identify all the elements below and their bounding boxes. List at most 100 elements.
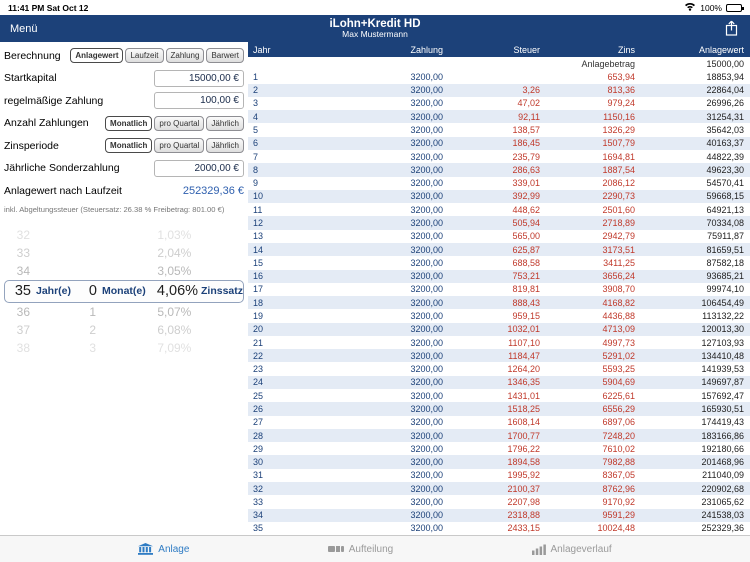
cell-steuer: 1346,35 xyxy=(507,377,540,388)
startkapital-field[interactable]: 15000,00 € xyxy=(154,69,244,87)
cell-jahr: 30 xyxy=(253,457,264,468)
cell-zahlung: 3200,00 xyxy=(410,364,443,375)
cell-anlagewert: 157692,47 xyxy=(701,390,744,401)
share-button[interactable] xyxy=(725,20,738,41)
sonderzahlung-label: Jährliche Sonderzahlung xyxy=(4,162,120,174)
cell-anlagewert: 99974,10 xyxy=(706,284,744,295)
segment-jährlich[interactable]: Jährlich xyxy=(206,115,244,131)
cell-zahlung: 3200,00 xyxy=(410,178,443,189)
cell-zahlung: 3200,00 xyxy=(410,138,443,149)
cell-steuer: 1796,22 xyxy=(507,443,540,454)
cell-zins: 6556,29 xyxy=(602,403,635,414)
cell-jahr: 21 xyxy=(253,337,264,348)
tab-anlageverlauf[interactable]: Anlageverlauf xyxy=(531,544,612,555)
table-row-32: 32 3200,00 2100,37 8762,96 220902,68 xyxy=(248,482,750,496)
segment-barwert[interactable]: Barwert xyxy=(206,48,244,63)
picker-row[interactable]: 37 2 6,08% xyxy=(4,321,244,339)
cell-steuer: 92,11 xyxy=(518,111,540,122)
cell-jahr: 4 xyxy=(253,111,259,122)
cell-steuer: 235,79 xyxy=(512,151,540,162)
picker-month-value: 3 xyxy=(89,340,96,355)
table-row-3: 3 3200,00 47,02 979,24 26996,26 xyxy=(248,96,750,111)
segment-jährlich[interactable]: Jährlich xyxy=(206,138,244,153)
cell-zins: 7248,20 xyxy=(602,430,635,441)
cell-jahr: 23 xyxy=(253,364,264,375)
segment-pro-quartal[interactable]: pro Quartal xyxy=(154,138,205,153)
cell-zahlung: 3200,00 xyxy=(410,403,443,414)
cell-zahlung: 3200,00 xyxy=(410,231,443,242)
tab-aufteilung[interactable]: Aufteilung xyxy=(327,544,393,555)
regelzahlung-label: regelmäßige Zahlung xyxy=(4,94,104,107)
segment-anlagewert[interactable]: Anlagewert xyxy=(70,48,124,63)
segment-pro-quartal[interactable]: pro Quartal xyxy=(154,115,205,131)
cell-zahlung: 3200,00 xyxy=(410,324,443,335)
table-row-22: 22 3200,00 1184,47 5291,02 134410,48 xyxy=(248,349,750,363)
segment-monatlich[interactable]: Monatlich xyxy=(105,115,153,131)
duration-rate-picker[interactable]: 32 1,03% 33 2,04% 34 3,05% 35 Jahr(e) 0 Monat(e) 4… xyxy=(4,226,244,357)
table-row-27: 27 3200,00 1608,14 6897,06 174419,43 xyxy=(248,415,750,429)
menu-button[interactable]: Menü xyxy=(10,22,38,35)
header-zins: Zins xyxy=(617,44,635,55)
cell-zins: 6897,06 xyxy=(602,417,635,428)
cell-zahlung: 3200,00 xyxy=(410,297,443,308)
picker-row[interactable]: 38 3 7,09% xyxy=(4,339,244,357)
cell-jahr: 10 xyxy=(253,191,264,202)
table-row-15: 15 3200,00 688,58 3411,25 87582,18 xyxy=(248,256,750,270)
picker-row[interactable]: 33 2,04% xyxy=(4,244,244,262)
segment-zahlung[interactable]: Zahlung xyxy=(165,48,205,63)
picker-selected-row[interactable]: 35 Jahr(e) 0 Monat(e) 4,06% Zinssatz xyxy=(4,279,244,303)
cell-zins: 2501,60 xyxy=(602,204,635,215)
result-label: Anlagewert nach Laufzeit xyxy=(4,184,122,197)
zinsperiode-row: Zinsperiode Monatlich pro Quartal Jährlich xyxy=(4,137,244,154)
picker-year-value: 34 xyxy=(16,263,30,278)
table-row-30: 30 3200,00 1894,58 7982,88 201468,96 xyxy=(248,455,750,469)
regelzahlung-row: regelmäßige Zahlung 100,00 € xyxy=(4,92,244,109)
startkapital-value: 15000,00 € xyxy=(188,72,239,84)
cell-anlagewert: 134410,48 xyxy=(701,350,744,361)
cell-jahr: 33 xyxy=(253,496,264,507)
segment-monatlich[interactable]: Monatlich xyxy=(105,138,153,153)
cell-jahr: 13 xyxy=(253,231,264,242)
segment-laufzeit[interactable]: Laufzeit xyxy=(125,48,164,63)
cell-zahlung: 3200,00 xyxy=(410,151,443,162)
cell-jahr: 2 xyxy=(253,85,259,96)
table-body[interactable]: Anlagebetrag 15000,00 1 3200,00 653,94 18853,… xyxy=(248,57,750,535)
nav-titles: iLohn+Kredit HD Max Mustermann xyxy=(0,18,750,40)
battery-percent: 100% xyxy=(700,2,722,13)
cell-steuer: 392,99 xyxy=(512,191,540,202)
sonderzahlung-field[interactable]: 2000,00 € xyxy=(154,159,244,177)
results-table: Jahr Zahlung Steuer Zins Anlagewert Anlagebe… xyxy=(248,42,750,535)
cell-zahlung: 3200,00 xyxy=(410,430,443,441)
cell-anlagewert: 26996,26 xyxy=(706,98,744,109)
cell-zahlung: 3200,00 xyxy=(410,350,443,361)
cell-jahr: 35 xyxy=(253,523,264,534)
cell-anlagewert: 40163,37 xyxy=(706,138,744,149)
picker-row[interactable]: 32 1,03% xyxy=(4,226,244,244)
table-row-initial: Anlagebetrag 15000,00 xyxy=(248,57,750,71)
cell-zins: 2290,73 xyxy=(602,191,635,202)
regelzahlung-field[interactable]: 100,00 € xyxy=(154,92,244,109)
cell-jahr: 6 xyxy=(253,138,259,149)
result-value: 252329,36 € xyxy=(182,184,244,197)
picker-year-value: 38 xyxy=(16,340,30,355)
cell-anlagewert: 18853,94 xyxy=(706,71,744,82)
tab-anlage[interactable]: Anlage xyxy=(138,543,189,555)
table-row-19: 19 3200,00 959,15 4436,88 113132,22 xyxy=(248,309,750,323)
table-row-35: 35 3200,00 2433,15 10024,48 252329,36 xyxy=(248,521,750,535)
picker-rate-dec-value: ,05% xyxy=(164,263,192,278)
picker-rate-int-value: 3 xyxy=(157,263,164,278)
cell-zahlung: 3200,00 xyxy=(410,125,443,136)
picker-row[interactable]: 34 3,05% xyxy=(4,262,244,280)
cell-jahr: 22 xyxy=(253,350,264,361)
cell-anlagewert: 165930,51 xyxy=(701,403,744,414)
cell-zins: 3173,51 xyxy=(602,244,635,255)
table-row-12: 12 3200,00 505,94 2718,89 70334,08 xyxy=(248,216,750,230)
table-row-10: 10 3200,00 392,99 2290,73 59668,15 xyxy=(248,189,750,204)
picker-rate-label: Zinssatz xyxy=(201,285,244,297)
cell-zins: 3411,25 xyxy=(603,257,635,268)
picker-row[interactable]: 36 1 5,07% xyxy=(4,303,244,321)
cell-jahr: 26 xyxy=(253,403,264,414)
cell-anlagewert: 231065,62 xyxy=(701,496,744,507)
app-subtitle: Max Mustermann xyxy=(342,29,408,40)
